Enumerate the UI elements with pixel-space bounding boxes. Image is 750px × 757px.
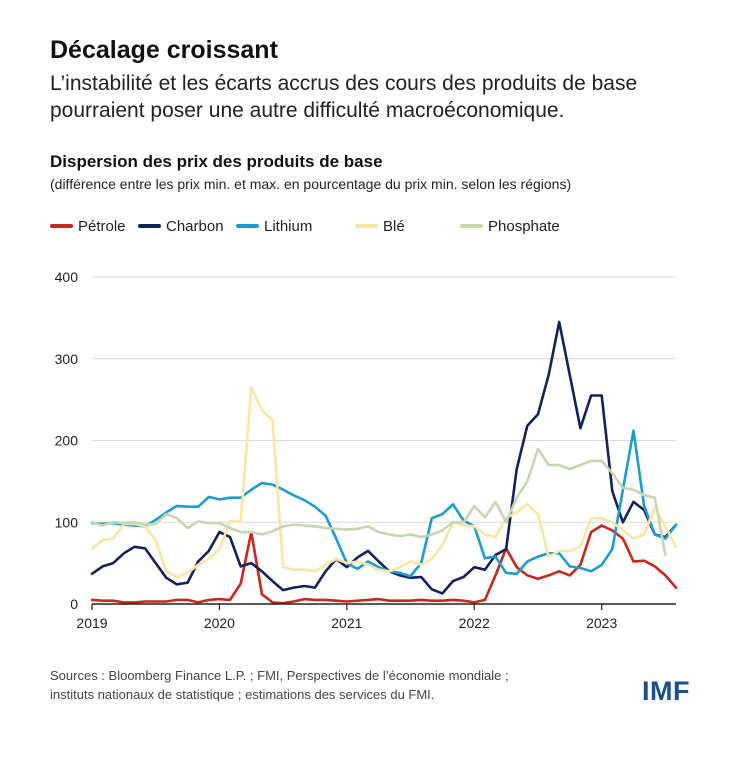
legend-swatch-charbon (138, 224, 161, 229)
series-line-lithium (90, 429, 678, 578)
legend-label-petrole: Pétrole (78, 218, 126, 235)
series-layer (90, 320, 678, 605)
page-title: Décalage croissant (50, 36, 278, 64)
source-line-2: instituts nationaux de statistique ; est… (50, 687, 435, 702)
legend-swatch-petrole (50, 224, 73, 229)
legend-item-ble: Blé (355, 218, 405, 235)
legend-item-charbon: Charbon (138, 218, 224, 235)
legend-label-charbon: Charbon (166, 218, 224, 235)
source-note: Sources : Bloomberg Finance L.P. ; FMI, … (50, 666, 509, 704)
chart-legend: Pétrole Charbon Lithium Blé Phosphate (50, 218, 710, 238)
x-tick-label-2021: 2021 (331, 615, 362, 631)
legend-item-lithium: Lithium (236, 218, 312, 235)
x-tick-label-2022: 2022 (459, 615, 490, 631)
legend-label-phosphate: Phosphate (488, 218, 560, 235)
page-subtitle: L’instabilité et les écarts accrus des c… (50, 72, 638, 122)
series-line-charbon (90, 320, 678, 595)
x-tick-label-2023: 2023 (586, 615, 617, 631)
legend-item-phosphate: Phosphate (460, 218, 560, 235)
line-chart: 0 100 200 300 400 2019 2020 2021 2022 2023 (55, 269, 678, 631)
x-tick-label-2019: 2019 (76, 615, 107, 631)
y-tick-label-300: 300 (55, 351, 79, 367)
y-tick-label-100: 100 (55, 514, 79, 530)
imf-logo: IMF (642, 676, 690, 706)
source-line-1: Sources : Bloomberg Finance L.P. ; FMI, … (50, 668, 509, 683)
legend-item-petrole: Pétrole (50, 218, 126, 235)
series-line-phosphate (90, 447, 667, 557)
x-tick-label-2020: 2020 (204, 615, 235, 631)
grid-layer (92, 276, 676, 523)
series-line-petrole (90, 524, 678, 605)
legend-swatch-ble (355, 224, 378, 229)
legend-swatch-lithium (236, 224, 259, 229)
y-tick-label-200: 200 (55, 433, 79, 449)
y-tick-label-0: 0 (70, 596, 78, 612)
chart-subtitle: (différence entre les prix min. et max. … (50, 176, 572, 192)
legend-label-lithium: Lithium (264, 218, 313, 235)
series-line-ble (90, 386, 678, 579)
axis-layer: 0 100 200 300 400 2019 2020 2021 2022 2023 (55, 269, 676, 631)
y-tick-label-400: 400 (55, 269, 79, 285)
chart-title: Dispersion des prix des produits de base (50, 152, 383, 171)
legend-swatch-phosphate (460, 224, 483, 229)
legend-label-ble: Blé (383, 218, 405, 235)
